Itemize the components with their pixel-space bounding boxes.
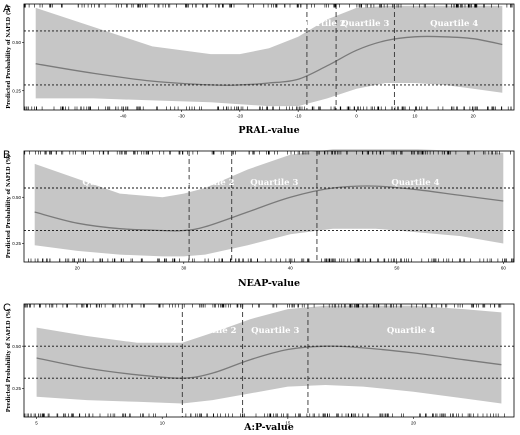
y-tick-label: 0.25 — [12, 241, 21, 246]
x-tick-label: 10 — [160, 421, 166, 426]
x-tick-label: 20 — [411, 421, 417, 426]
x-tick-label: 20 — [75, 266, 81, 271]
x-axis-label: A:P-value — [243, 422, 294, 433]
x-tick-label: 5 — [35, 421, 38, 426]
y-axis-label: Predicted Probability of NAFLD (%) — [5, 309, 12, 412]
x-tick-label: -40 — [120, 114, 127, 119]
plot-frame — [23, 150, 515, 263]
panel-c: Quartile 1 Quartile 2 Quartile 3 Quartile 4… — [3, 302, 515, 433]
plot-frame — [23, 303, 515, 418]
fitted-line — [34, 185, 504, 232]
panel-b: Quartile 1 Quartile 2 Quartile 3 Quartile 4… — [3, 149, 515, 289]
quartile-label: Quartile 4 — [430, 19, 478, 29]
panel-letter: B — [3, 149, 10, 161]
y-tick-label: 0.50 — [12, 195, 21, 200]
x-tick-label: 50 — [394, 266, 400, 271]
x-tick-label: 10 — [412, 114, 418, 119]
panel-letter: A — [3, 3, 11, 15]
x-tick-label: 20 — [471, 114, 477, 119]
y-tick-label: 0.50 — [12, 40, 21, 45]
quartile-label: Quartile 2 — [186, 178, 234, 188]
plot-frame — [23, 3, 515, 111]
y-axis-label: Predicted Probability of NAFLD (%) — [5, 5, 12, 108]
quartile-label: Quartile 2 — [188, 326, 236, 336]
x-axis-label: NEAP-value — [238, 278, 300, 289]
quartile-label: Quartile 3 — [251, 326, 299, 336]
x-axis-label: PRAL-value — [238, 125, 299, 136]
x-tick-label: 60 — [501, 266, 507, 271]
fitted-line — [35, 35, 503, 86]
fitted-line — [36, 345, 502, 379]
y-tick-label: 0.25 — [12, 386, 21, 391]
y-tick-label: 0.50 — [12, 344, 21, 349]
quartile-label: Quartile 1 — [141, 19, 189, 29]
x-tick-label: 0 — [355, 114, 358, 119]
quartile-label: Quartile 3 — [341, 19, 389, 29]
quartile-label: Quartile 1 — [82, 178, 130, 188]
quartile-label: Quartile 4 — [387, 326, 435, 336]
quartile-label: Quartile 4 — [391, 178, 439, 188]
x-tick-label: -20 — [237, 114, 244, 119]
quartile-label: Quartile 3 — [250, 178, 298, 188]
quartile-label: Quartile 2 — [297, 19, 345, 29]
x-tick-label: 40 — [288, 266, 294, 271]
y-axis-label: Predicted Probability of NAFLD (%) — [5, 155, 12, 258]
x-tick-label: 15 — [285, 421, 291, 426]
x-tick-label: 30 — [181, 266, 187, 271]
quartile-label: Quartile 1 — [79, 326, 127, 336]
x-tick-label: -10 — [295, 114, 302, 119]
x-tick-label: -30 — [178, 114, 185, 119]
y-tick-label: 0.25 — [12, 88, 21, 93]
panel-letter: C — [3, 302, 11, 314]
